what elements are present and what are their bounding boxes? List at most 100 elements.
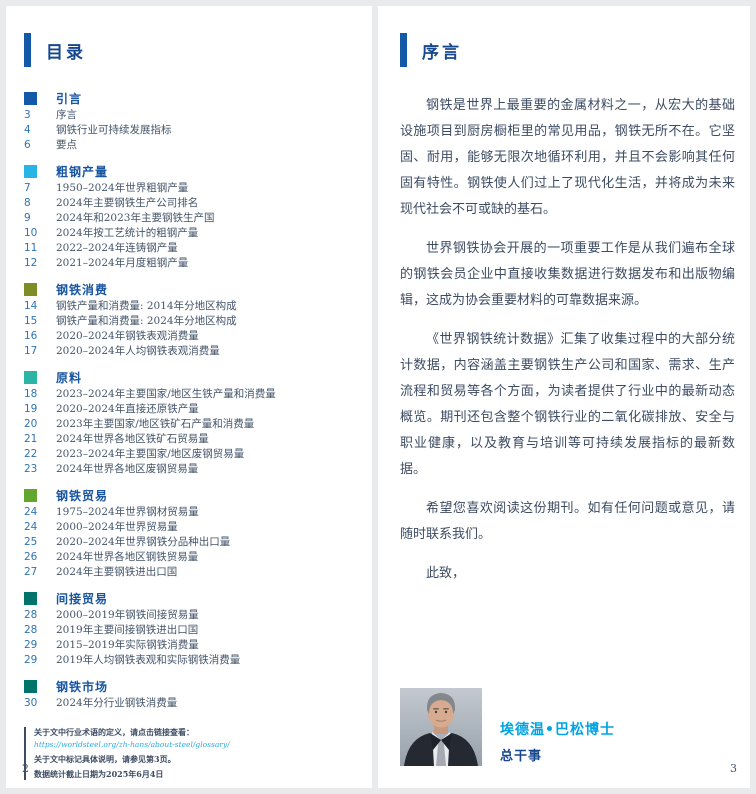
toc-section: 间接贸易 28 2000–2019年钢铁间接贸易量 28 2019年主要间接钢铁进出口国… bbox=[24, 590, 356, 668]
toc-entry-page-number: 22 bbox=[24, 448, 38, 460]
glossary-link[interactable]: https://worldsteel.org/zh-hans/about-ste… bbox=[34, 740, 230, 749]
toc-entry[interactable]: 9 2024年和2023年主要钢铁生产国 bbox=[24, 211, 356, 226]
section-color-square bbox=[24, 679, 37, 693]
section-color-square bbox=[24, 282, 37, 296]
signature-block: 埃德温•巴松博士 总干事 bbox=[400, 688, 615, 766]
toc-entry[interactable]: 28 2019年主要间接钢铁进出口国 bbox=[24, 623, 356, 638]
toc-entry-page-number: 17 bbox=[24, 345, 38, 357]
toc-entry-page-number: 29 bbox=[24, 639, 38, 651]
toc-entry[interactable]: 4 钢铁行业可持续发展指标 bbox=[24, 123, 356, 138]
right-page-number: 3 bbox=[730, 762, 737, 775]
preface-paragraph: 世界钢铁协会开展的一项重要工作是从我们遍布全球的钢铁会员企业中直接收集数据进行数… bbox=[400, 241, 735, 308]
toc-entry-page-number: 15 bbox=[24, 315, 38, 327]
toc-entry[interactable]: 14 钢铁产量和消费量: 2014年分地区构成 bbox=[24, 299, 356, 314]
toc-entry[interactable]: 27 2024年主要钢铁进出口国 bbox=[24, 565, 356, 580]
toc-entry-page-number: 4 bbox=[24, 124, 31, 136]
section-title: 钢铁消费 bbox=[56, 282, 109, 297]
toc-entry[interactable]: 15 钢铁产量和消费量: 2024年分地区构成 bbox=[24, 314, 356, 329]
toc-section: 钢铁市场 30 2024年分行业钢铁消费量 bbox=[24, 678, 356, 711]
director-title: 总干事 bbox=[500, 749, 543, 764]
toc-entry-label: 2022–2024年连铸钢产量 bbox=[56, 242, 178, 254]
toc-entry-page-number: 14 bbox=[24, 300, 38, 312]
signature-text: 埃德温•巴松博士 总干事 bbox=[500, 719, 615, 764]
toc-entry[interactable]: 29 2015–2019年实际钢铁消费量 bbox=[24, 638, 356, 653]
toc-entry-label: 2024年分行业钢铁消费量 bbox=[56, 697, 178, 709]
toc-page-title: 目录 bbox=[46, 42, 86, 63]
toc-section: 引言 3 序言 4 钢铁行业可持续发展指标 6 要点 bbox=[24, 90, 356, 153]
toc-entry-label: 2020–2024年直接还原铁产量 bbox=[56, 403, 199, 415]
toc-entry-label: 2024年按工艺统计的粗钢产量 bbox=[56, 227, 199, 239]
toc-entry-page-number: 30 bbox=[24, 697, 38, 709]
toc-entry-label: 钢铁行业可持续发展指标 bbox=[56, 124, 172, 136]
toc-entry-page-number: 11 bbox=[24, 242, 38, 254]
toc-sections: 引言 3 序言 4 钢铁行业可持续发展指标 6 要点粗钢产量 7 1950–2024年世界粗钢产… bbox=[6, 90, 372, 711]
toc-entry[interactable]: 26 2024年世界各地区钢铁贸易量 bbox=[24, 550, 356, 565]
toc-entry[interactable]: 22 2023–2024年主要国家/地区废钢贸易量 bbox=[24, 447, 356, 462]
toc-section-header: 钢铁贸易 bbox=[24, 487, 356, 503]
toc-entry-label: 钢铁产量和消费量: 2024年分地区构成 bbox=[56, 315, 237, 327]
header-accent-bar bbox=[24, 33, 31, 67]
toc-entry-page-number: 27 bbox=[24, 566, 38, 578]
toc-entry-page-number: 24 bbox=[24, 521, 38, 533]
toc-entry-label: 2020–2024年人均钢铁表观消费量 bbox=[56, 345, 220, 357]
preface-page-title: 序言 bbox=[422, 42, 462, 63]
toc-entry-page-number: 3 bbox=[24, 109, 31, 121]
toc-entry[interactable]: 17 2020–2024年人均钢铁表观消费量 bbox=[24, 344, 356, 359]
toc-entry[interactable]: 23 2024年世界各地区废钢贸易量 bbox=[24, 462, 356, 477]
toc-header: 目录 bbox=[6, 6, 372, 67]
toc-entry[interactable]: 7 1950–2024年世界粗钢产量 bbox=[24, 181, 356, 196]
toc-entry[interactable]: 8 2024年主要钢铁生产公司排名 bbox=[24, 196, 356, 211]
toc-entry-label: 2024年主要钢铁生产公司排名 bbox=[56, 197, 199, 209]
preface-paragraphs: 钢铁是世界上最重要的金属材料之一，从宏大的基础设施项目到厨房橱柜里的常见用品，钢… bbox=[378, 67, 750, 587]
toc-entry[interactable]: 25 2020–2024年世界钢铁分品种出口量 bbox=[24, 535, 356, 550]
section-color-square bbox=[24, 488, 37, 502]
toc-entry-page-number: 19 bbox=[24, 403, 38, 415]
toc-entry-label: 2020–2024年世界钢铁分品种出口量 bbox=[56, 536, 231, 548]
toc-entry[interactable]: 21 2024年世界各地区铁矿石贸易量 bbox=[24, 432, 356, 447]
toc-entry[interactable]: 24 2000–2024年世界贸易量 bbox=[24, 520, 356, 535]
toc-entry-page-number: 10 bbox=[24, 227, 38, 239]
section-title: 钢铁市场 bbox=[56, 679, 109, 694]
toc-entry-label: 要点 bbox=[56, 139, 77, 151]
toc-entry[interactable]: 10 2024年按工艺统计的粗钢产量 bbox=[24, 226, 356, 241]
toc-entry[interactable]: 16 2020–2024年钢铁表观消费量 bbox=[24, 329, 356, 344]
section-color-square bbox=[24, 591, 37, 605]
toc-section-header: 原料 bbox=[24, 369, 356, 385]
preface-paragraph: 钢铁是世界上最重要的金属材料之一，从宏大的基础设施项目到厨房橱柜里的常见用品，钢… bbox=[400, 98, 735, 217]
toc-page: 目录 引言 3 序言 4 钢铁行业可持续发展指标 6 要点粗钢产量 7 1950–2024年世界… bbox=[6, 6, 372, 788]
toc-entry-label: 钢铁产量和消费量: 2014年分地区构成 bbox=[56, 300, 237, 312]
director-name: 埃德温•巴松博士 bbox=[500, 722, 615, 738]
toc-entry-page-number: 28 bbox=[24, 609, 38, 621]
toc-entry-page-number: 25 bbox=[24, 536, 38, 548]
toc-entry[interactable]: 3 序言 bbox=[24, 108, 356, 123]
toc-section: 原料 18 2023–2024年主要国家/地区生铁产量和消费量 19 2020–2024… bbox=[24, 369, 356, 477]
preface-paragraph: 希望您喜欢阅读这份期刊。如有任何问题或意见，请随时联系我们。 bbox=[400, 501, 735, 542]
toc-entry-page-number: 6 bbox=[24, 139, 31, 151]
toc-entry[interactable]: 29 2019年人均钢铁表观和实际钢铁消费量 bbox=[24, 653, 356, 668]
toc-entry-page-number: 24 bbox=[24, 506, 38, 518]
toc-entry[interactable]: 24 1975–2024年世界钢材贸易量 bbox=[24, 505, 356, 520]
toc-entry[interactable]: 6 要点 bbox=[24, 138, 356, 153]
footnote-glossary-text: 关于文中行业术语的定义，请点击链接查看： bbox=[34, 727, 194, 737]
toc-entry[interactable]: 20 2023年主要国家/地区铁矿石产量和消费量 bbox=[24, 417, 356, 432]
toc-entry-page-number: 12 bbox=[24, 257, 38, 269]
toc-entry-page-number: 8 bbox=[24, 197, 31, 209]
toc-section-header: 引言 bbox=[24, 90, 356, 106]
toc-entry[interactable]: 28 2000–2019年钢铁间接贸易量 bbox=[24, 608, 356, 623]
toc-entry[interactable]: 11 2022–2024年连铸钢产量 bbox=[24, 241, 356, 256]
section-color-square bbox=[24, 164, 37, 178]
toc-footnote: 关于文中行业术语的定义，请点击链接查看： https://worldsteel.… bbox=[24, 727, 334, 780]
toc-entry-label: 序言 bbox=[56, 109, 77, 121]
toc-entry[interactable]: 12 2021–2024年月度粗钢产量 bbox=[24, 256, 356, 271]
toc-section-header: 间接贸易 bbox=[24, 590, 356, 606]
section-title: 粗钢产量 bbox=[56, 164, 109, 179]
toc-entry-page-number: 28 bbox=[24, 624, 38, 636]
toc-entry[interactable]: 30 2024年分行业钢铁消费量 bbox=[24, 696, 356, 711]
toc-entry[interactable]: 19 2020–2024年直接还原铁产量 bbox=[24, 402, 356, 417]
toc-section: 钢铁消费 14 钢铁产量和消费量: 2014年分地区构成 15 钢铁产量和消费量: 20… bbox=[24, 281, 356, 359]
toc-entry-label: 2019年主要间接钢铁进出口国 bbox=[56, 624, 199, 636]
toc-entry[interactable]: 18 2023–2024年主要国家/地区生铁产量和消费量 bbox=[24, 387, 356, 402]
toc-entry-label: 2024年主要钢铁进出口国 bbox=[56, 566, 178, 578]
toc-entry-label: 2000–2024年世界贸易量 bbox=[56, 521, 178, 533]
toc-entry-label: 2015–2019年实际钢铁消费量 bbox=[56, 639, 199, 651]
